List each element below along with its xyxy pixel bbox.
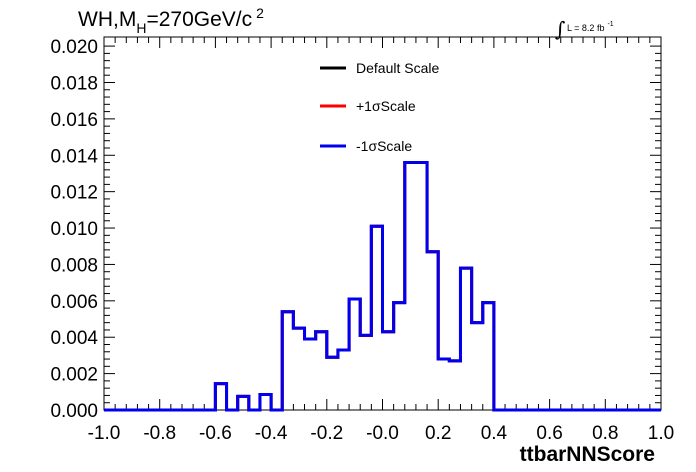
legend-label-plus1sigma: +1σScale — [356, 98, 416, 114]
y-tick-label: 0.002 — [50, 365, 98, 386]
lumi-integral-symbol: ∫ — [555, 17, 565, 41]
y-tick-label: 0.016 — [50, 110, 98, 131]
legend: Default Scale +1σScale -1σScale — [320, 60, 439, 154]
x-tick-label: -1.0 — [88, 423, 121, 444]
x-tick-label: 1.0 — [648, 423, 674, 444]
y-tick-label: 0.012 — [50, 183, 98, 204]
legend-label-default: Default Scale — [356, 60, 439, 76]
legend-label-minus1sigma: -1σScale — [356, 138, 412, 154]
x-tick-label: 0.8 — [592, 423, 618, 444]
y-tick-label: 0.006 — [50, 292, 98, 313]
title-main: =270GeV/c — [146, 8, 252, 31]
lumi-label: L = 8.2 fb -1 — [567, 21, 614, 33]
title-superscript: 2 — [256, 5, 264, 21]
series-layer — [104, 161, 661, 412]
y-tick-label: 0.014 — [50, 146, 98, 167]
y-tick-label: 0.004 — [50, 328, 98, 349]
x-tick-label: -0.0 — [366, 423, 399, 444]
y-tick-label: 0.010 — [50, 219, 98, 240]
x-tick-label: -0.8 — [143, 423, 176, 444]
lumi-text: L = 8.2 fb — [567, 23, 604, 33]
x-tick-label: 0.6 — [536, 423, 562, 444]
x-tick-label: 0.2 — [425, 423, 451, 444]
y-tick-label: 0.018 — [50, 73, 98, 94]
x-tick-label: -0.2 — [310, 423, 343, 444]
title-prefix: WH,M — [78, 8, 136, 31]
series-line-2 — [104, 161, 661, 412]
y-tick-label: 0.008 — [50, 255, 98, 276]
x-tick-label: -0.4 — [255, 423, 288, 444]
title-subscript: H — [136, 20, 146, 36]
x-tick-label: -0.6 — [199, 423, 232, 444]
y-axis-ticks: 0.000 0.002 0.004 0.006 0.008 0.010 0.012 0.014… — [50, 37, 661, 422]
y-tick-label: 0.020 — [50, 37, 98, 58]
y-tick-label: 0.000 — [50, 401, 98, 422]
x-tick-label: 0.4 — [481, 423, 508, 444]
lumi-superscript: -1 — [607, 21, 613, 28]
x-axis-label: ttbarNNScore — [520, 443, 655, 466]
chart-title: WH,MH=270GeV/c 2 — [78, 5, 264, 36]
plot-frame — [103, 36, 662, 411]
